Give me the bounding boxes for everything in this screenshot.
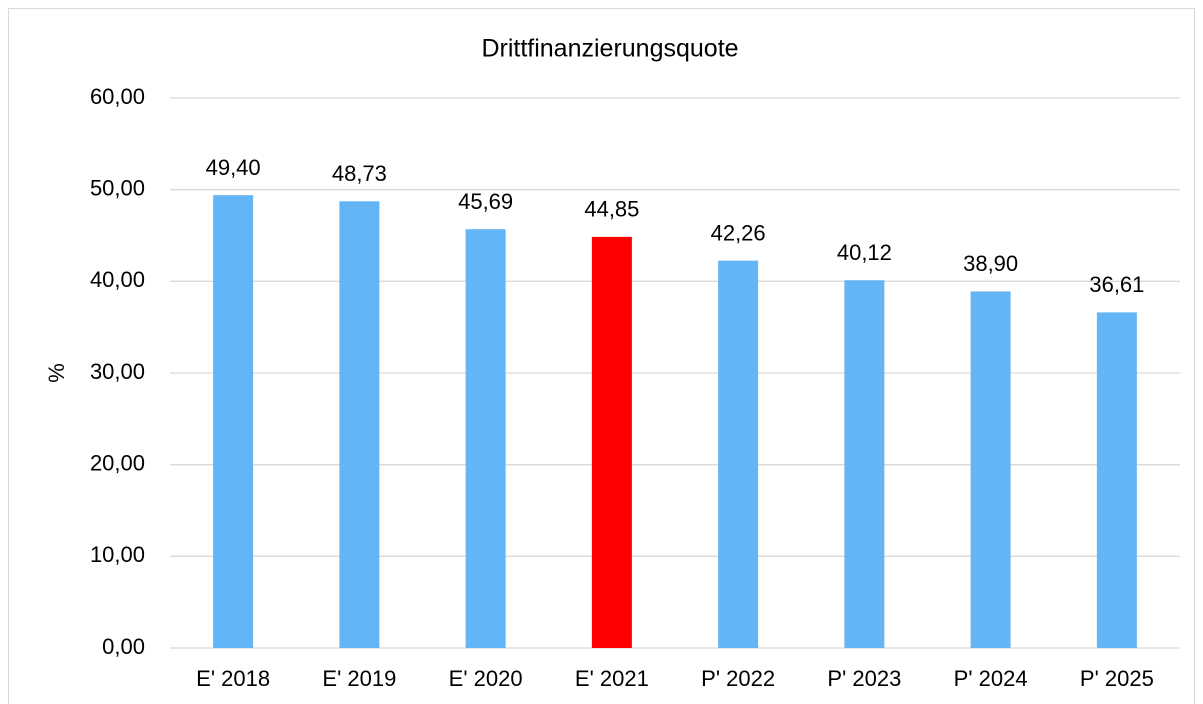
y-tick-label: 10,00 <box>90 542 145 567</box>
value-label: 38,90 <box>963 251 1018 276</box>
value-label: 42,26 <box>711 220 766 245</box>
bar <box>1096 312 1137 648</box>
x-tick-label: E' 2020 <box>449 666 523 691</box>
bar <box>844 280 885 648</box>
bar <box>213 195 254 648</box>
x-tick-label: P' 2024 <box>954 666 1028 691</box>
x-tick-label: P' 2023 <box>827 666 901 691</box>
bar <box>339 201 380 648</box>
x-tick-label: E' 2018 <box>196 666 270 691</box>
value-label: 36,61 <box>1089 272 1144 297</box>
chart-title: Drittfinanzierungsquote <box>481 35 738 63</box>
y-tick-label: 20,00 <box>90 450 145 475</box>
x-tick-label: P' 2022 <box>701 666 775 691</box>
y-tick-label: 0,00 <box>102 634 145 659</box>
bar <box>718 260 759 648</box>
value-label: 40,12 <box>837 240 892 265</box>
value-label: 44,85 <box>584 197 639 222</box>
y-axis-label: % <box>44 363 69 383</box>
y-tick-label: 30,00 <box>90 359 145 384</box>
y-tick-label: 40,00 <box>90 267 145 292</box>
x-tick-label: E' 2021 <box>575 666 649 691</box>
x-tick-label: P' 2025 <box>1080 666 1154 691</box>
value-label: 48,73 <box>332 161 387 186</box>
y-tick-label: 50,00 <box>90 175 145 200</box>
bar <box>465 229 506 649</box>
value-label: 49,40 <box>206 155 261 180</box>
y-tick-label: 60,00 <box>90 84 145 109</box>
x-tick-label: E' 2019 <box>322 666 396 691</box>
chart-border <box>8 8 1195 704</box>
bar <box>970 291 1011 648</box>
bar <box>591 236 632 648</box>
value-label: 45,69 <box>458 189 513 214</box>
